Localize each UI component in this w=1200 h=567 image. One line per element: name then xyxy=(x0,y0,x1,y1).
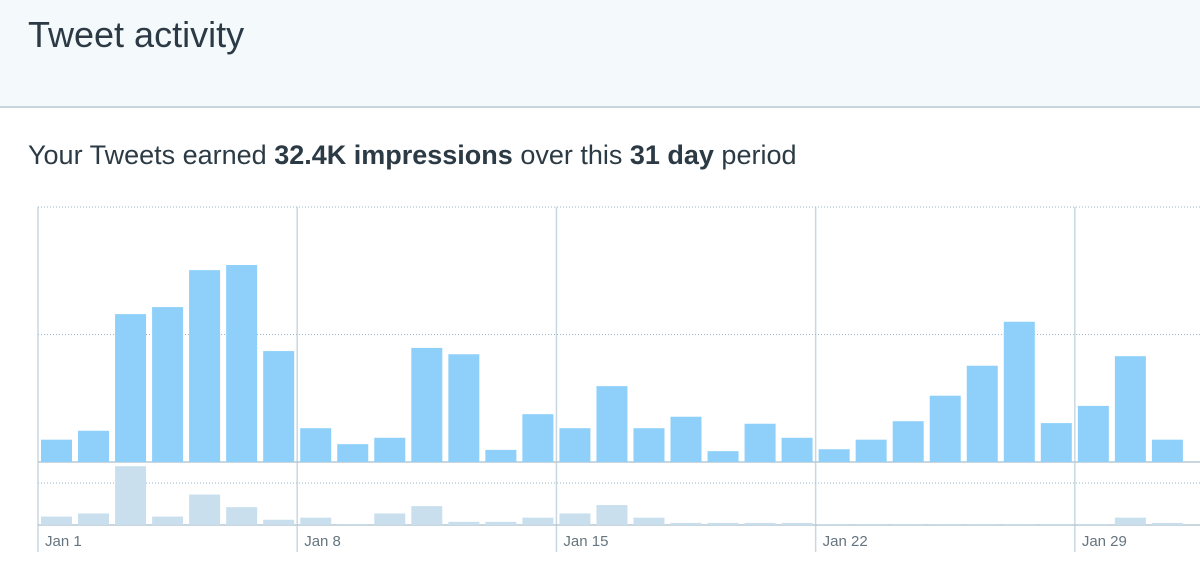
bar xyxy=(448,521,480,525)
bar xyxy=(1077,405,1109,462)
bar xyxy=(337,523,369,525)
bar xyxy=(670,416,702,462)
bar xyxy=(1151,439,1183,462)
bar xyxy=(115,314,147,462)
bar xyxy=(152,307,184,462)
bar xyxy=(189,270,221,462)
bar xyxy=(781,522,813,525)
bar xyxy=(929,523,961,525)
summary-text: Your Tweets earned xyxy=(28,140,275,170)
summary-impressions: 32.4K impressions xyxy=(274,140,513,170)
bar xyxy=(411,506,443,525)
bar xyxy=(300,428,332,462)
bar xyxy=(1151,522,1183,525)
bar xyxy=(78,513,110,525)
bar xyxy=(744,423,776,462)
bar xyxy=(1040,523,1072,525)
bar xyxy=(966,365,998,462)
bar xyxy=(744,522,776,525)
bar xyxy=(337,444,369,462)
bar xyxy=(189,494,221,525)
bar xyxy=(707,451,739,462)
x-tick-label: Jan 15 xyxy=(563,533,608,550)
x-tick-label: Jan 8 xyxy=(304,533,341,550)
bar xyxy=(818,523,850,525)
bar xyxy=(855,523,887,525)
bar xyxy=(374,513,406,525)
bar xyxy=(1003,523,1035,525)
bar xyxy=(1114,356,1146,462)
bar xyxy=(1040,423,1072,462)
bar xyxy=(596,386,628,462)
bar xyxy=(670,522,702,525)
bar xyxy=(633,428,665,462)
bar xyxy=(485,521,517,525)
bar xyxy=(41,516,72,525)
bar xyxy=(522,517,554,525)
bar xyxy=(1114,517,1146,525)
summary-text: period xyxy=(713,140,797,170)
bar xyxy=(41,439,72,462)
bar xyxy=(596,505,628,525)
bar xyxy=(559,428,591,462)
bar xyxy=(78,430,110,462)
bar xyxy=(522,414,554,462)
bar xyxy=(781,437,813,462)
bar xyxy=(1077,523,1109,525)
bar xyxy=(929,395,961,462)
summary-days: 31 day xyxy=(629,140,714,170)
bar xyxy=(633,517,665,525)
bar xyxy=(707,522,739,525)
bar xyxy=(263,519,295,525)
bar xyxy=(226,265,258,462)
bar xyxy=(374,437,406,462)
bar xyxy=(892,523,924,525)
bar xyxy=(411,347,443,462)
bar xyxy=(115,466,147,525)
x-tick-label: Jan 1 xyxy=(45,533,82,550)
bar xyxy=(559,513,591,525)
bar xyxy=(966,523,998,525)
bar xyxy=(448,354,480,462)
x-tick-label: Jan 22 xyxy=(823,533,868,550)
bar xyxy=(263,351,295,462)
bar xyxy=(818,449,850,462)
bar xyxy=(152,516,184,525)
bar xyxy=(892,421,924,462)
bar xyxy=(226,507,258,525)
bar xyxy=(300,517,332,525)
page-title: Tweet activity xyxy=(28,14,245,55)
summary: Your Tweets earned 32.4K impressions ove… xyxy=(28,140,796,171)
summary-text: over this xyxy=(512,140,630,170)
bar xyxy=(855,439,887,462)
x-tick-label: Jan 29 xyxy=(1082,533,1127,550)
bar xyxy=(485,449,517,462)
bar xyxy=(1003,321,1035,462)
header: Tweet activity xyxy=(0,0,1200,108)
